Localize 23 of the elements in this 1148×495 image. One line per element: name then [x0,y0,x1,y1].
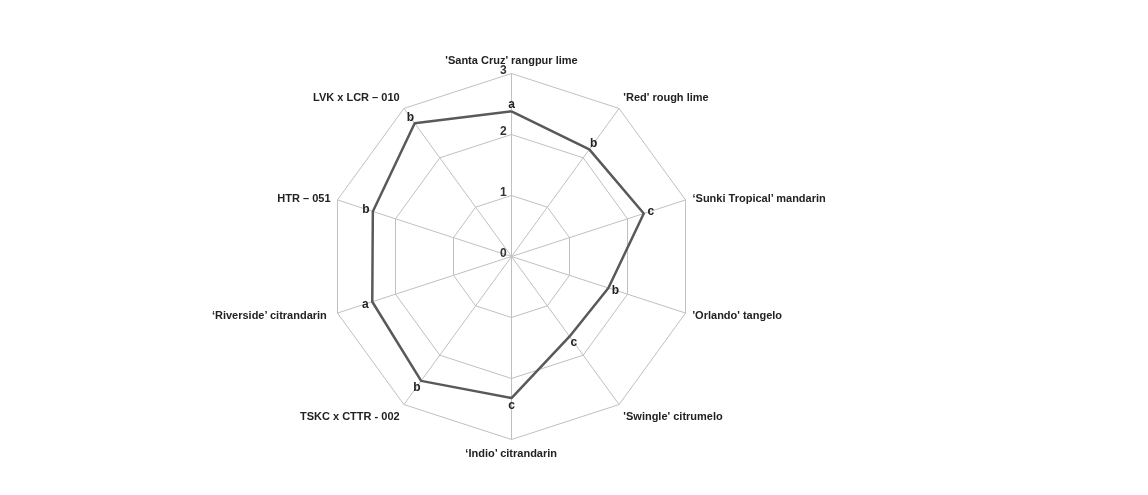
text: c [570,335,578,350]
spoke-label: 'Orlando' tangelo [692,309,783,322]
spoke-label: ‘Sunki Tropical’ mandarin [692,191,827,204]
text: c [508,398,516,413]
spoke-label: HTR – 051 [277,191,331,204]
spoke-label: 'Swingle' citrumelo [623,410,724,423]
spoke-label: 'Red' rough lime [623,90,709,103]
text: c [647,204,655,219]
y-tick-label: 1 [499,184,507,199]
spoke-label: ‘Riverside’ citrandarin [211,309,328,322]
spoke-label: LVK x LCR – 010 [313,90,400,103]
text: b [406,110,415,125]
spoke-label: ‘Indio’ citrandarin [465,446,558,459]
text: b [611,283,620,298]
text: b [362,202,370,217]
text: b [589,136,598,151]
y-tick-label: 0 [499,245,507,260]
text: b [413,379,421,394]
text: a [361,297,369,311]
spoke-label: 'Santa Cruz' rangpur lime [445,54,578,67]
y-tick-label: 2 [499,123,507,138]
text: a [508,97,516,111]
spoke-label: TSKC x CTTR - 002 [300,410,400,423]
